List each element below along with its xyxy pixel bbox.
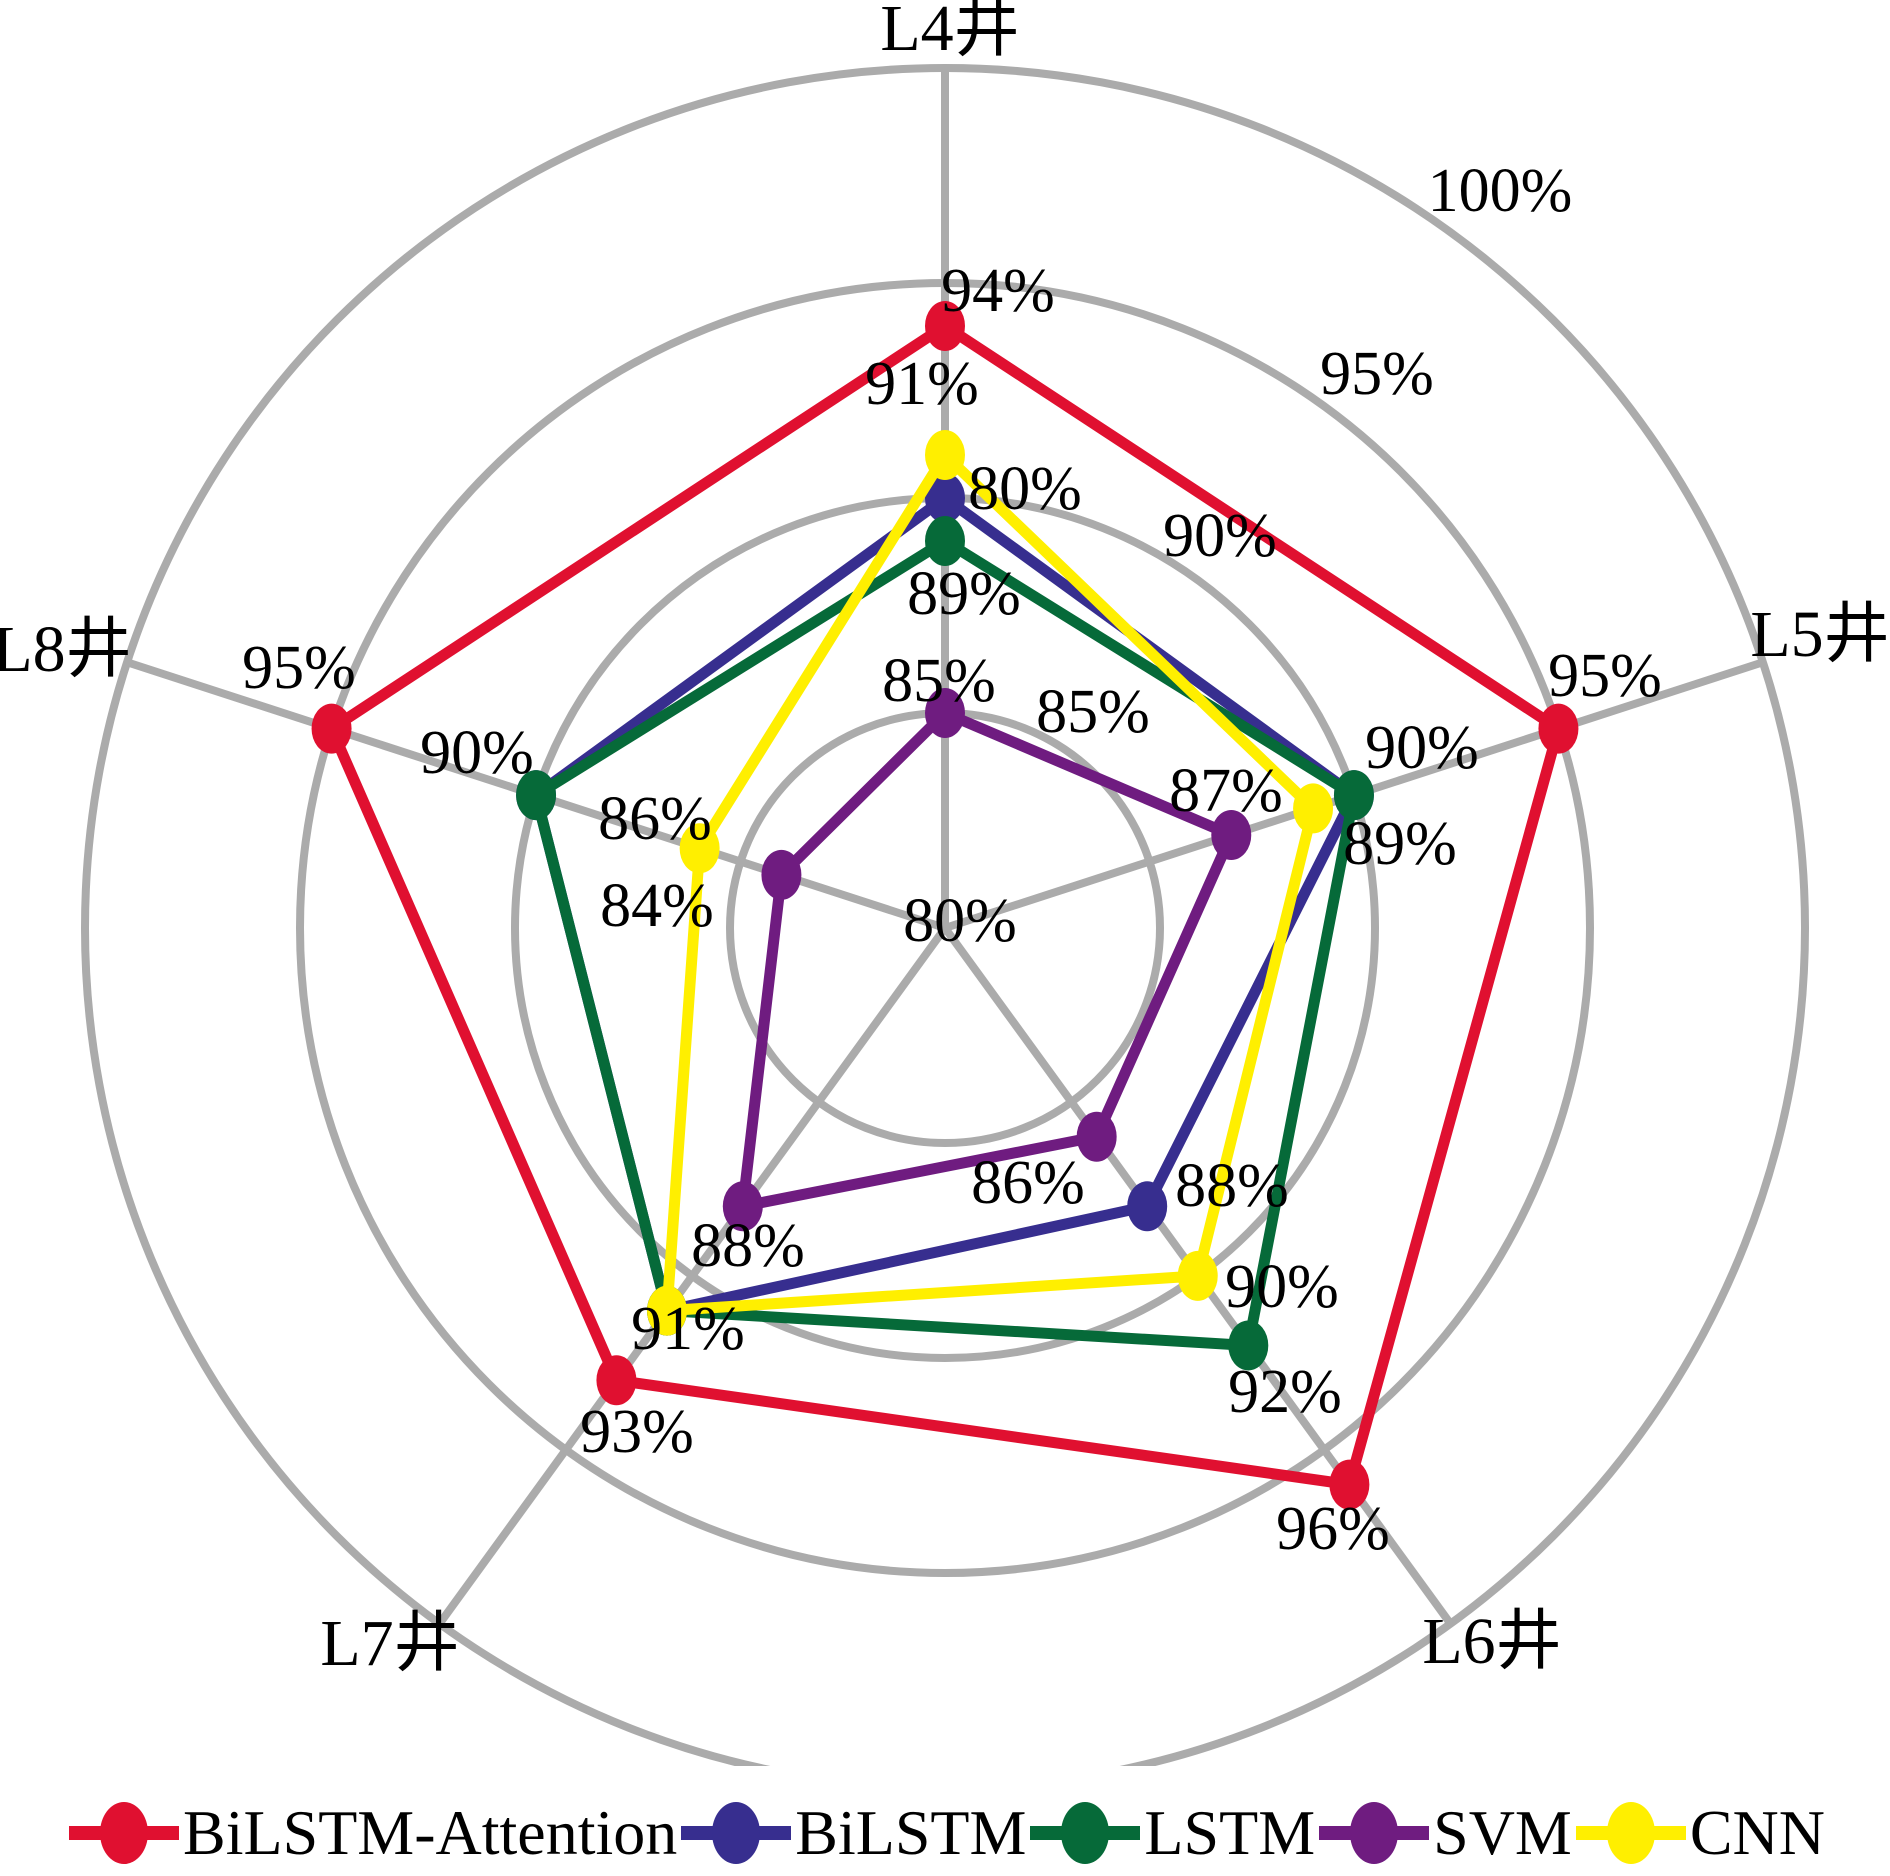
axis-titles: L4井 L5井 L6井 L7井 L8井 (0, 0, 1890, 1680)
point-label-LSTM-92%: 92% (1228, 1358, 1342, 1426)
radar-chart: 100% 95% 90% 85% 80% 94% 95% 96% 93% 95% 80% 88% 89… (0, 0, 1890, 1766)
legend-label: CNN (1689, 1797, 1825, 1868)
series-point-BiLSTM-L4井 (925, 473, 965, 523)
series-line-BiLSTM-Attention (324, 319, 1565, 1491)
series-point-CNN-L7井 (646, 1285, 687, 1336)
series-LSTM (516, 516, 1374, 1371)
series-line-BiLSTM (529, 491, 1361, 1318)
point-label-BiLSTM-Attention-94%: 94% (941, 257, 1055, 325)
ring-label-100%: 100% (1428, 157, 1573, 225)
legend-dot (100, 1802, 149, 1864)
axis-title-L7井: L7井 (320, 1607, 459, 1680)
point-label-CNN-91%: 91% (865, 350, 979, 418)
series-point-CNN-L5井 (1293, 783, 1334, 834)
legend-label: BiLSTM (795, 1797, 1027, 1868)
legend-marker-icon (1575, 1802, 1686, 1864)
series-point-SVM-L4井 (925, 688, 965, 738)
ring-labels: 100% 95% 90% 85% 80% (903, 157, 1572, 955)
legend-label: SVM (1433, 1797, 1572, 1868)
legend-label: LSTM (1144, 1797, 1316, 1868)
series-line-LSTM (529, 534, 1361, 1352)
series-point-BiLSTM-Attention-L4井 (925, 301, 965, 351)
point-label-SVM-87%: 87% (1169, 757, 1283, 825)
legend: BiLSTM-Attention BiLSTM LSTM SVM CNN (0, 1796, 1890, 1870)
legend-marker-icon (1319, 1802, 1430, 1864)
point-label-BiLSTM-Attention-96%: 96% (1276, 1495, 1390, 1563)
axis-title-L6井: L6井 (1422, 1605, 1561, 1678)
series-point-BiLSTM-Attention-L5井 (1538, 703, 1579, 754)
series-BiLSTM-Attention (311, 301, 1579, 1510)
series-point-CNN-L8井 (679, 823, 720, 874)
point-label-CNN-91%: 91% (631, 1295, 745, 1363)
point-label-SVM-85%: 85% (882, 647, 996, 715)
ring-label-85%: 85% (1036, 678, 1150, 746)
series-point-LSTM-L4井 (925, 516, 965, 566)
axis-title-L4井: L4井 (880, 0, 1019, 65)
point-label-CNN-86%: 86% (598, 785, 712, 853)
legend-item-LSTM: LSTM (1026, 1796, 1315, 1870)
point-label-BiLSTM-Attention-95%: 95% (242, 634, 356, 702)
axis-spoke-L7井 (436, 925, 949, 1627)
axis-title-L5井: L5井 (1750, 598, 1889, 671)
point-label-LSTM-89%: 89% (907, 560, 1021, 628)
series-point-LSTM-L6井 (1228, 1320, 1269, 1371)
legend-label: BiLSTM-Attention (183, 1797, 678, 1868)
series-point-SVM-L6井 (1076, 1111, 1117, 1162)
series-point-BiLSTM-Attention-L6井 (1329, 1459, 1370, 1510)
series-point-SVM-L8井 (761, 849, 802, 900)
legend-item-SVM: SVM (1315, 1796, 1572, 1870)
point-label-CNN-89%: 89% (1343, 810, 1457, 878)
point-label-BiLSTM-88%: 88% (1175, 1152, 1289, 1220)
series-point-BiLSTM-Attention-L7井 (596, 1355, 637, 1406)
legend-item-BiLSTM-Attention: BiLSTM-Attention (65, 1796, 677, 1870)
legend-dot (1061, 1802, 1110, 1864)
ring-label-80%: 80% (903, 887, 1017, 955)
series-point-LSTM-L5井 (1333, 770, 1374, 821)
point-label-BiLSTM-Attention-93%: 93% (580, 1398, 694, 1466)
series-CNN (646, 430, 1334, 1336)
legend-item-CNN: CNN (1572, 1796, 1825, 1870)
legend-dot (1606, 1802, 1655, 1864)
series-SVM (722, 688, 1252, 1232)
series-polygons (311, 301, 1579, 1510)
point-label-BiLSTM-80%: 80% (968, 455, 1082, 523)
series-point-SVM-L7井 (722, 1181, 763, 1232)
legend-dot (712, 1802, 761, 1864)
series-point-CNN-L4井 (925, 430, 965, 480)
point-label-SVM-86%: 86% (971, 1149, 1085, 1217)
point-label-LSTM-90%: 90% (1365, 714, 1479, 782)
ring-label-90%: 90% (1163, 502, 1277, 570)
legend-marker-icon (69, 1802, 180, 1864)
legend-marker-icon (681, 1802, 792, 1864)
point-label-BiLSTM-Attention-95%: 95% (1548, 642, 1662, 710)
point-label-LSTM-90%: 90% (420, 719, 534, 787)
legend-marker-icon (1030, 1802, 1141, 1864)
series-point-SVM-L5井 (1211, 809, 1252, 860)
point-label-CNN-90%: 90% (1225, 1253, 1339, 1321)
point-labels: 94% 95% 96% 93% 95% 80% 88% 89% 90% 92% 90% 85% 87% 8… (242, 257, 1662, 1563)
series-point-BiLSTM-Attention-L8井 (311, 703, 352, 754)
series-point-CNN-L6井 (1177, 1250, 1218, 1301)
series-line-CNN (661, 446, 1320, 1317)
axis-title-L8井: L8井 (0, 613, 132, 686)
legend-item-BiLSTM: BiLSTM (677, 1796, 1026, 1870)
ring-label-95%: 95% (1320, 340, 1434, 408)
series-line-SVM (736, 706, 1239, 1214)
point-label-SVM-84%: 84% (600, 872, 714, 940)
point-label-SVM-88%: 88% (691, 1212, 805, 1280)
series-point-BiLSTM-L6井 (1127, 1181, 1168, 1232)
legend-dot (1350, 1802, 1399, 1864)
series-point-LSTM-L8井 (516, 770, 557, 821)
